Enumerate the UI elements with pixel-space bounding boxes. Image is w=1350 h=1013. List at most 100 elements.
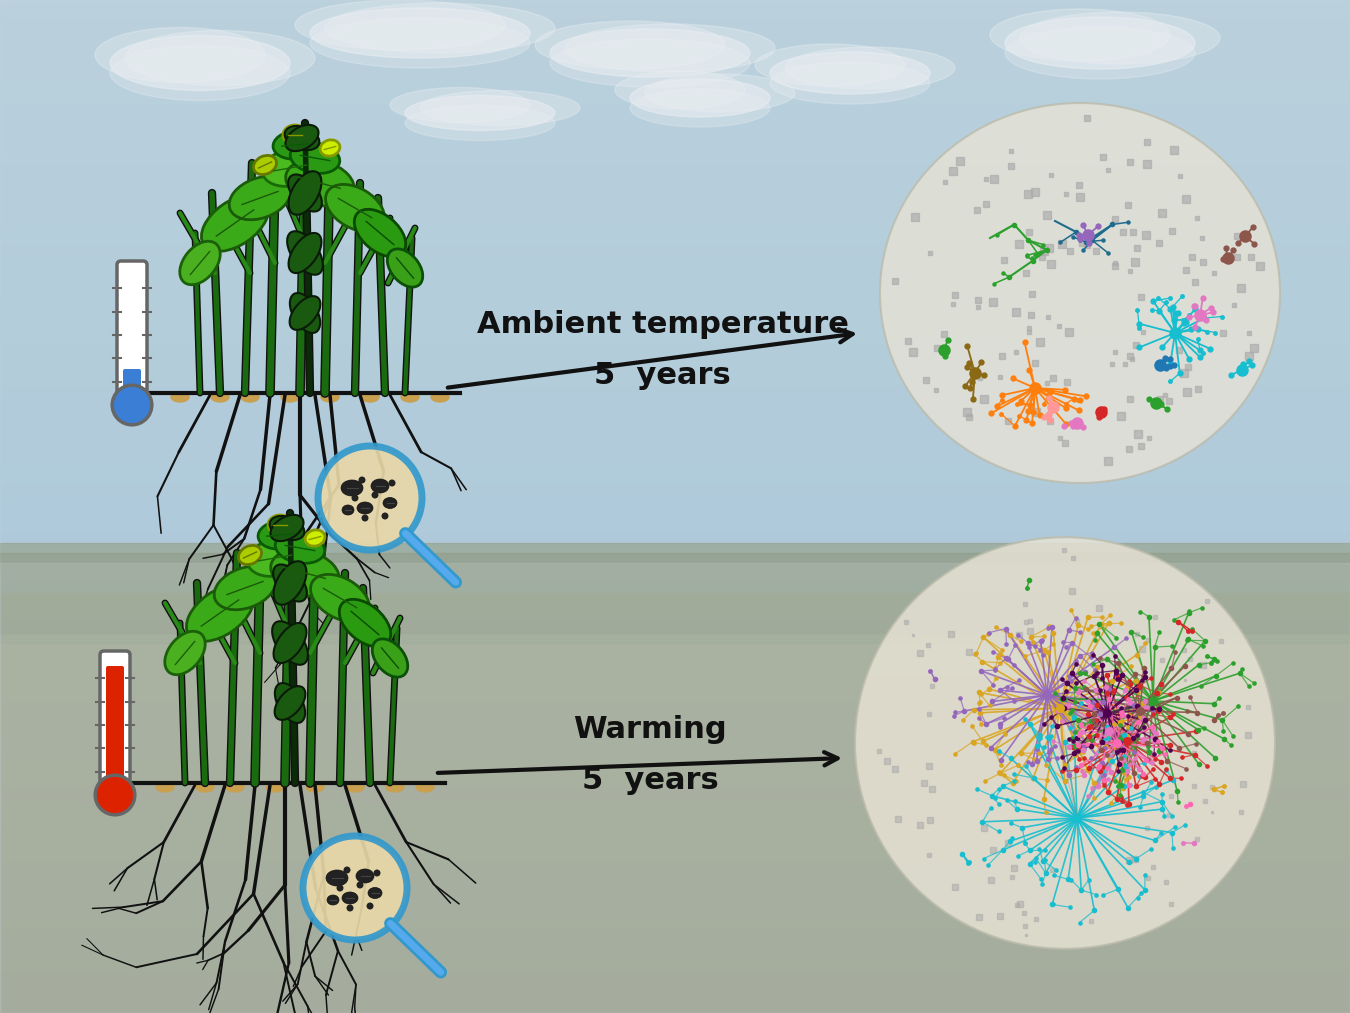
Ellipse shape [566, 24, 775, 72]
Ellipse shape [211, 392, 230, 402]
Ellipse shape [880, 103, 1280, 483]
Ellipse shape [327, 895, 339, 905]
Ellipse shape [769, 52, 930, 94]
Ellipse shape [1004, 17, 1195, 69]
Ellipse shape [274, 686, 305, 720]
Ellipse shape [271, 550, 339, 596]
Ellipse shape [420, 90, 580, 126]
Ellipse shape [373, 639, 408, 677]
Circle shape [362, 515, 369, 522]
Circle shape [112, 385, 151, 424]
Ellipse shape [431, 392, 450, 402]
Ellipse shape [305, 530, 325, 546]
Ellipse shape [630, 79, 770, 116]
Ellipse shape [630, 89, 770, 127]
Ellipse shape [269, 515, 292, 535]
FancyBboxPatch shape [123, 369, 140, 403]
Circle shape [96, 775, 135, 814]
Circle shape [302, 836, 406, 940]
Ellipse shape [401, 392, 418, 402]
Ellipse shape [275, 533, 325, 563]
Ellipse shape [275, 683, 305, 723]
Ellipse shape [356, 502, 373, 514]
Ellipse shape [549, 38, 751, 87]
Ellipse shape [289, 171, 321, 215]
Ellipse shape [390, 87, 531, 123]
Ellipse shape [616, 71, 745, 109]
Ellipse shape [288, 174, 321, 212]
Ellipse shape [755, 44, 905, 86]
Ellipse shape [296, 0, 505, 50]
Text: 5  years: 5 years [594, 361, 730, 390]
Ellipse shape [356, 869, 374, 883]
Ellipse shape [171, 392, 189, 402]
Ellipse shape [769, 62, 930, 104]
Ellipse shape [310, 8, 531, 58]
Ellipse shape [285, 125, 319, 151]
Text: Warming: Warming [574, 714, 726, 744]
Ellipse shape [383, 497, 397, 509]
Text: Ambient temperature: Ambient temperature [477, 310, 848, 338]
Bar [0, 543, 1350, 643]
Ellipse shape [310, 18, 531, 68]
Ellipse shape [290, 143, 340, 173]
Ellipse shape [416, 782, 433, 792]
Ellipse shape [290, 293, 320, 333]
Ellipse shape [290, 296, 320, 330]
Circle shape [371, 491, 378, 498]
Ellipse shape [215, 566, 275, 610]
Ellipse shape [346, 782, 365, 792]
Ellipse shape [360, 392, 379, 402]
Ellipse shape [535, 21, 725, 69]
Ellipse shape [342, 480, 363, 496]
Ellipse shape [288, 231, 323, 275]
Ellipse shape [284, 125, 306, 145]
Bar [0, 553, 1350, 633]
Ellipse shape [369, 887, 382, 899]
Circle shape [366, 903, 374, 910]
Ellipse shape [225, 782, 244, 792]
Ellipse shape [273, 131, 317, 159]
Ellipse shape [274, 623, 306, 664]
Ellipse shape [165, 631, 205, 675]
Ellipse shape [342, 892, 358, 904]
Circle shape [319, 446, 423, 550]
Ellipse shape [109, 35, 290, 90]
Circle shape [356, 881, 363, 888]
Ellipse shape [784, 47, 954, 89]
FancyBboxPatch shape [117, 261, 147, 409]
Ellipse shape [270, 516, 304, 540]
Circle shape [343, 866, 351, 873]
Ellipse shape [274, 561, 306, 605]
Ellipse shape [405, 95, 555, 131]
Ellipse shape [310, 574, 370, 622]
Ellipse shape [325, 3, 555, 53]
Ellipse shape [126, 30, 315, 85]
Ellipse shape [273, 564, 306, 602]
Ellipse shape [549, 29, 751, 77]
Circle shape [336, 884, 343, 891]
Ellipse shape [186, 585, 254, 641]
Ellipse shape [855, 537, 1274, 949]
Bar [0, 563, 1350, 1013]
Ellipse shape [289, 233, 321, 274]
Ellipse shape [196, 782, 215, 792]
Circle shape [351, 494, 359, 501]
FancyBboxPatch shape [100, 651, 130, 799]
Ellipse shape [321, 392, 339, 402]
Ellipse shape [239, 545, 262, 564]
Ellipse shape [180, 241, 220, 285]
Circle shape [347, 905, 354, 912]
Ellipse shape [1004, 27, 1195, 79]
Ellipse shape [354, 210, 406, 256]
Ellipse shape [387, 249, 423, 287]
Ellipse shape [258, 521, 302, 549]
Ellipse shape [342, 505, 354, 515]
Ellipse shape [270, 515, 304, 541]
Ellipse shape [266, 782, 283, 792]
Ellipse shape [1021, 12, 1220, 64]
Circle shape [374, 869, 381, 876]
Ellipse shape [273, 621, 308, 665]
FancyBboxPatch shape [107, 666, 124, 793]
Ellipse shape [157, 782, 174, 792]
